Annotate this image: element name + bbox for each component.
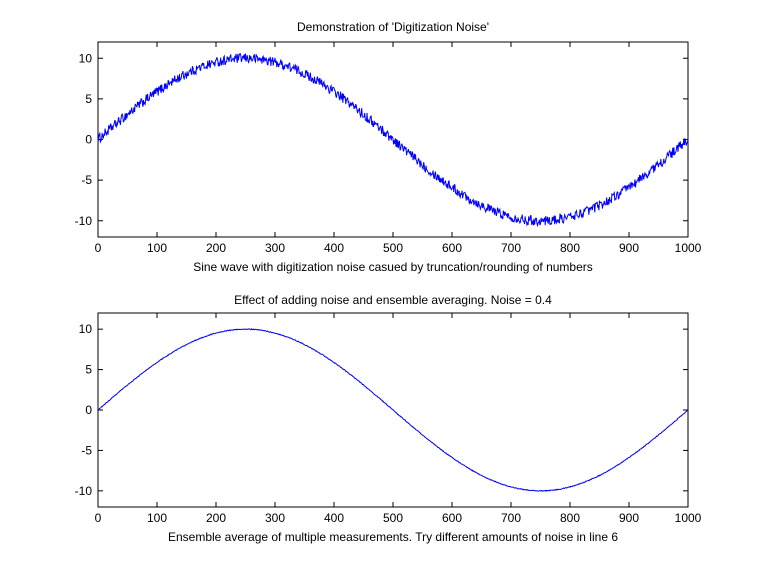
bottom-plot-xtick-label: 500 — [383, 511, 403, 525]
top-plot-xtick-label: 100 — [147, 241, 167, 255]
top-plot-ytick-label: 0 — [85, 133, 92, 147]
bottom-plot-xtick-label: 900 — [619, 511, 639, 525]
top-plot-title: Demonstration of 'Digitization Noise' — [297, 20, 489, 34]
bottom-plot-ytick-label: -5 — [81, 443, 92, 457]
top-plot-xtick-label: 500 — [383, 241, 403, 255]
top-plot-ytick-label: 5 — [85, 92, 92, 106]
top-plot-xtick-label: 200 — [206, 241, 226, 255]
bottom-plot-xtick-label: 400 — [324, 511, 344, 525]
bottom-plot-xtick-label: 1000 — [675, 511, 702, 525]
top-plot-xtick-label: 300 — [265, 241, 285, 255]
top-plot-xtick-label: 1000 — [675, 241, 702, 255]
bottom-plot-ytick-label: 10 — [79, 322, 93, 336]
bottom-plot-xtick-label: 200 — [206, 511, 226, 525]
bottom-subplot: Effect of adding noise and ensemble aver… — [75, 293, 702, 544]
bottom-plot-xtick-label: 700 — [501, 511, 521, 525]
bottom-plot-xlabel: Ensemble average of multiple measurement… — [168, 530, 618, 544]
top-plot-xtick-label: 600 — [442, 241, 462, 255]
top-plot-ticks: 0 100 200 300 400 500 600 700 800 900 1000 -10 -5 0 5 1… — [75, 42, 702, 255]
bottom-plot-ytick-label: -10 — [75, 484, 93, 498]
top-plot-xtick-label: 0 — [95, 241, 102, 255]
top-plot-series-line — [97, 52, 689, 228]
top-plot-xtick-label: 700 — [501, 241, 521, 255]
bottom-plot-ytick-label: 0 — [85, 403, 92, 417]
top-subplot: Demonstration of 'Digitization Noise' Si… — [75, 20, 702, 274]
top-plot-ytick-label: -10 — [75, 214, 93, 228]
bottom-plot-series-line — [97, 328, 689, 492]
bottom-plot-ticks: 0 100 200 300 400 500 600 700 800 900 1000 -10 -5 0 5 1… — [75, 313, 702, 525]
bottom-plot-xtick-label: 800 — [560, 511, 580, 525]
bottom-plot-xtick-label: 0 — [95, 511, 102, 525]
top-plot-xlabel: Sine wave with digitization noise casued… — [193, 260, 593, 274]
bottom-plot-title: Effect of adding noise and ensemble aver… — [234, 293, 552, 307]
top-plot-xtick-label: 400 — [324, 241, 344, 255]
top-plot-ytick-label: -5 — [81, 173, 92, 187]
bottom-plot-xtick-label: 300 — [265, 511, 285, 525]
top-plot-ytick-label: 10 — [79, 51, 93, 65]
top-plot-xtick-label: 900 — [619, 241, 639, 255]
bottom-plot-ytick-label: 5 — [85, 363, 92, 377]
bottom-plot-xtick-label: 100 — [147, 511, 167, 525]
bottom-plot-xtick-label: 600 — [442, 511, 462, 525]
top-plot-xtick-label: 800 — [560, 241, 580, 255]
